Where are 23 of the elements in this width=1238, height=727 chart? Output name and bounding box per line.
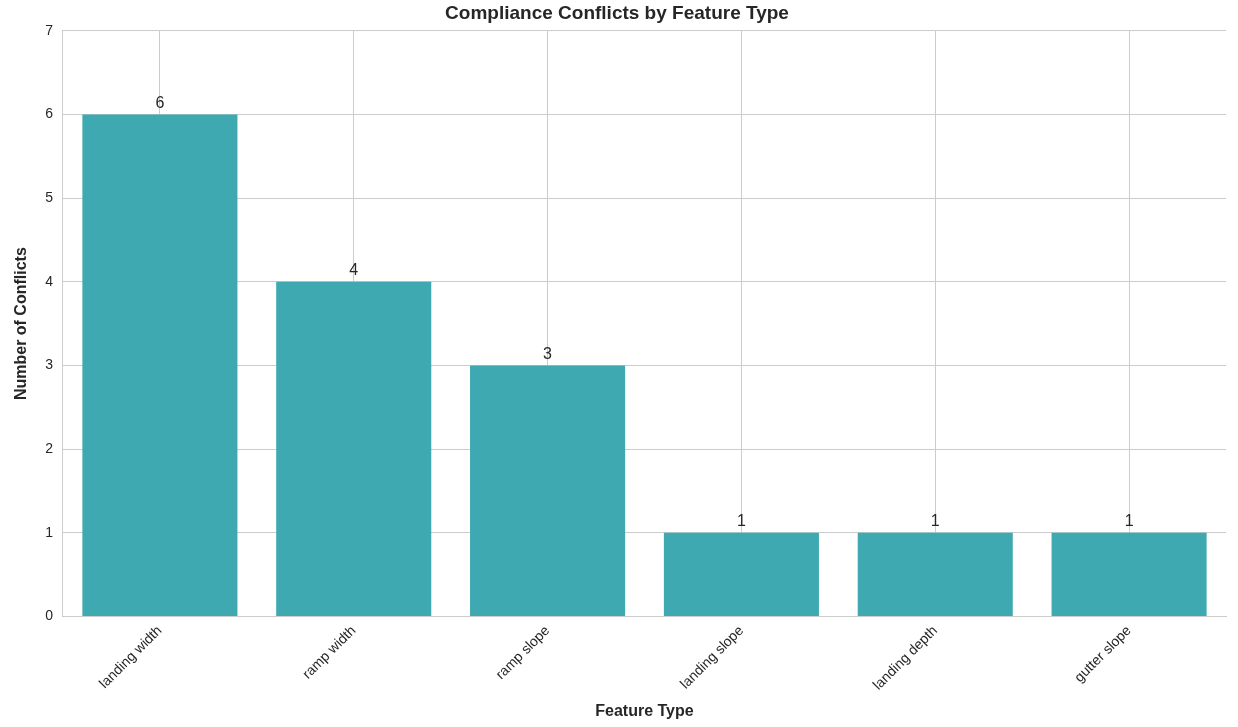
data-label: 4 — [349, 261, 359, 279]
y-tick-label: 4 — [45, 272, 54, 289]
chart-title: Compliance Conflicts by Feature Type — [445, 1, 789, 23]
y-tick-label: 2 — [45, 440, 54, 456]
bar — [82, 114, 238, 616]
bar — [663, 532, 819, 616]
y-tick-label: 1 — [45, 523, 54, 540]
data-label: 1 — [736, 512, 746, 530]
bar — [857, 532, 1013, 616]
y-tick-label: 5 — [45, 188, 54, 205]
bar — [470, 365, 626, 616]
y-axis-title: Number of Conflicts — [12, 247, 30, 401]
bar — [1051, 532, 1207, 616]
y-tick-label: 3 — [45, 356, 54, 373]
y-tick-label: 6 — [45, 105, 54, 122]
data-label: 1 — [1124, 512, 1134, 530]
x-axis-title: Feature Type — [595, 701, 694, 719]
data-label: 6 — [155, 93, 165, 111]
bar — [276, 281, 432, 616]
y-tick-label: 7 — [45, 21, 54, 38]
y-tick-label: 0 — [45, 607, 54, 624]
data-label: 3 — [543, 344, 553, 362]
data-label: 1 — [930, 512, 940, 530]
